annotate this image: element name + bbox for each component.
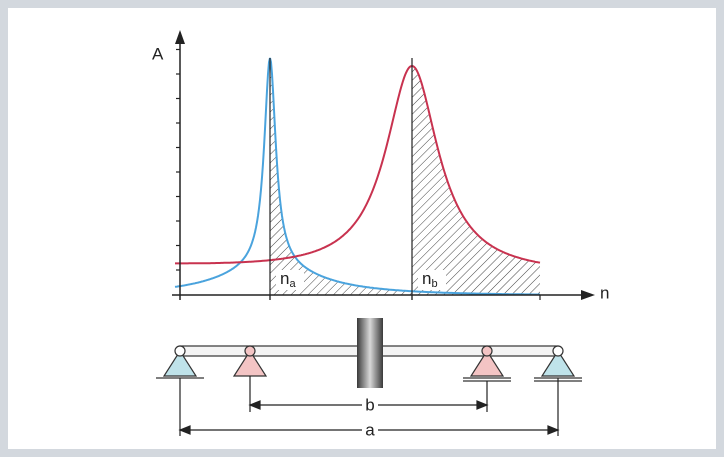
curve-a (174, 57, 540, 296)
support (162, 349, 198, 377)
symbol: n (280, 269, 289, 288)
hatched-area (270, 58, 540, 295)
marker-label-b: nb (422, 269, 438, 289)
label-bg (418, 270, 446, 290)
x-arrow (581, 290, 595, 300)
disk (357, 318, 383, 388)
bearing (469, 349, 505, 377)
y-arrow (175, 30, 185, 44)
plot: A n na nb (152, 30, 609, 302)
support (540, 349, 576, 377)
curve-b (175, 64, 541, 265)
subscript: b (431, 278, 437, 290)
dimension-a: a (365, 420, 375, 439)
marker-label-a: na (280, 269, 296, 289)
x-label: n (600, 283, 609, 302)
label-bg (276, 270, 304, 290)
subscript: a (289, 278, 296, 290)
symbol: n (422, 269, 431, 288)
label-bg (362, 421, 378, 439)
y-label: A (152, 44, 164, 63)
label-bg (362, 396, 378, 414)
rotor (156, 318, 582, 388)
dimension-b: b (365, 395, 374, 414)
